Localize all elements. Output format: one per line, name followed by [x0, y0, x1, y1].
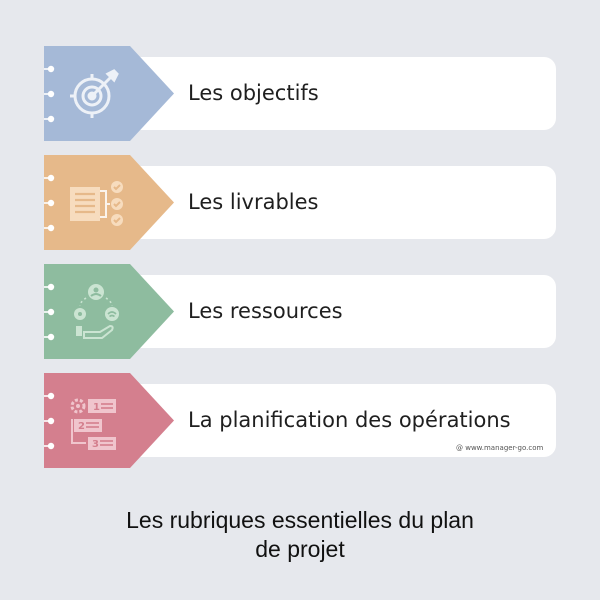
rubric-card — [110, 57, 556, 130]
caption-line-1: Les rubriques essentielles du plan — [126, 507, 474, 533]
svg-text:1: 1 — [93, 402, 100, 413]
rubric-label: Les ressources — [188, 299, 343, 323]
resources-cycle-icon — [62, 280, 126, 344]
rubric-tag — [44, 373, 174, 468]
rubric-card — [110, 166, 556, 239]
rubric-label: Les livrables — [188, 190, 319, 214]
diagram-caption: Les rubriques essentielles du plan de pr… — [50, 506, 550, 564]
caption-line-2: de projet — [255, 536, 345, 562]
svg-text:3: 3 — [92, 439, 99, 450]
rubric-item-planification: 1 2 3 La planification des opérations — [0, 373, 600, 468]
svg-text:2: 2 — [78, 421, 85, 432]
checklist-icon — [62, 171, 126, 235]
numbered-steps-icon: 1 2 3 — [62, 389, 126, 453]
rubric-card — [110, 384, 556, 457]
rubric-card — [110, 275, 556, 348]
rubric-item-ressources: Les ressources — [0, 264, 600, 359]
website-credit: @ www.manager-go.com — [456, 444, 544, 452]
target-arrow-icon — [62, 62, 126, 126]
rubric-item-objectifs: Les objectifs — [0, 46, 600, 141]
rubric-tag — [44, 155, 174, 250]
rubric-item-livrables: Les livrables — [0, 155, 600, 250]
rubric-label: La planification des opérations — [188, 408, 511, 432]
rubric-label: Les objectifs — [188, 81, 319, 105]
